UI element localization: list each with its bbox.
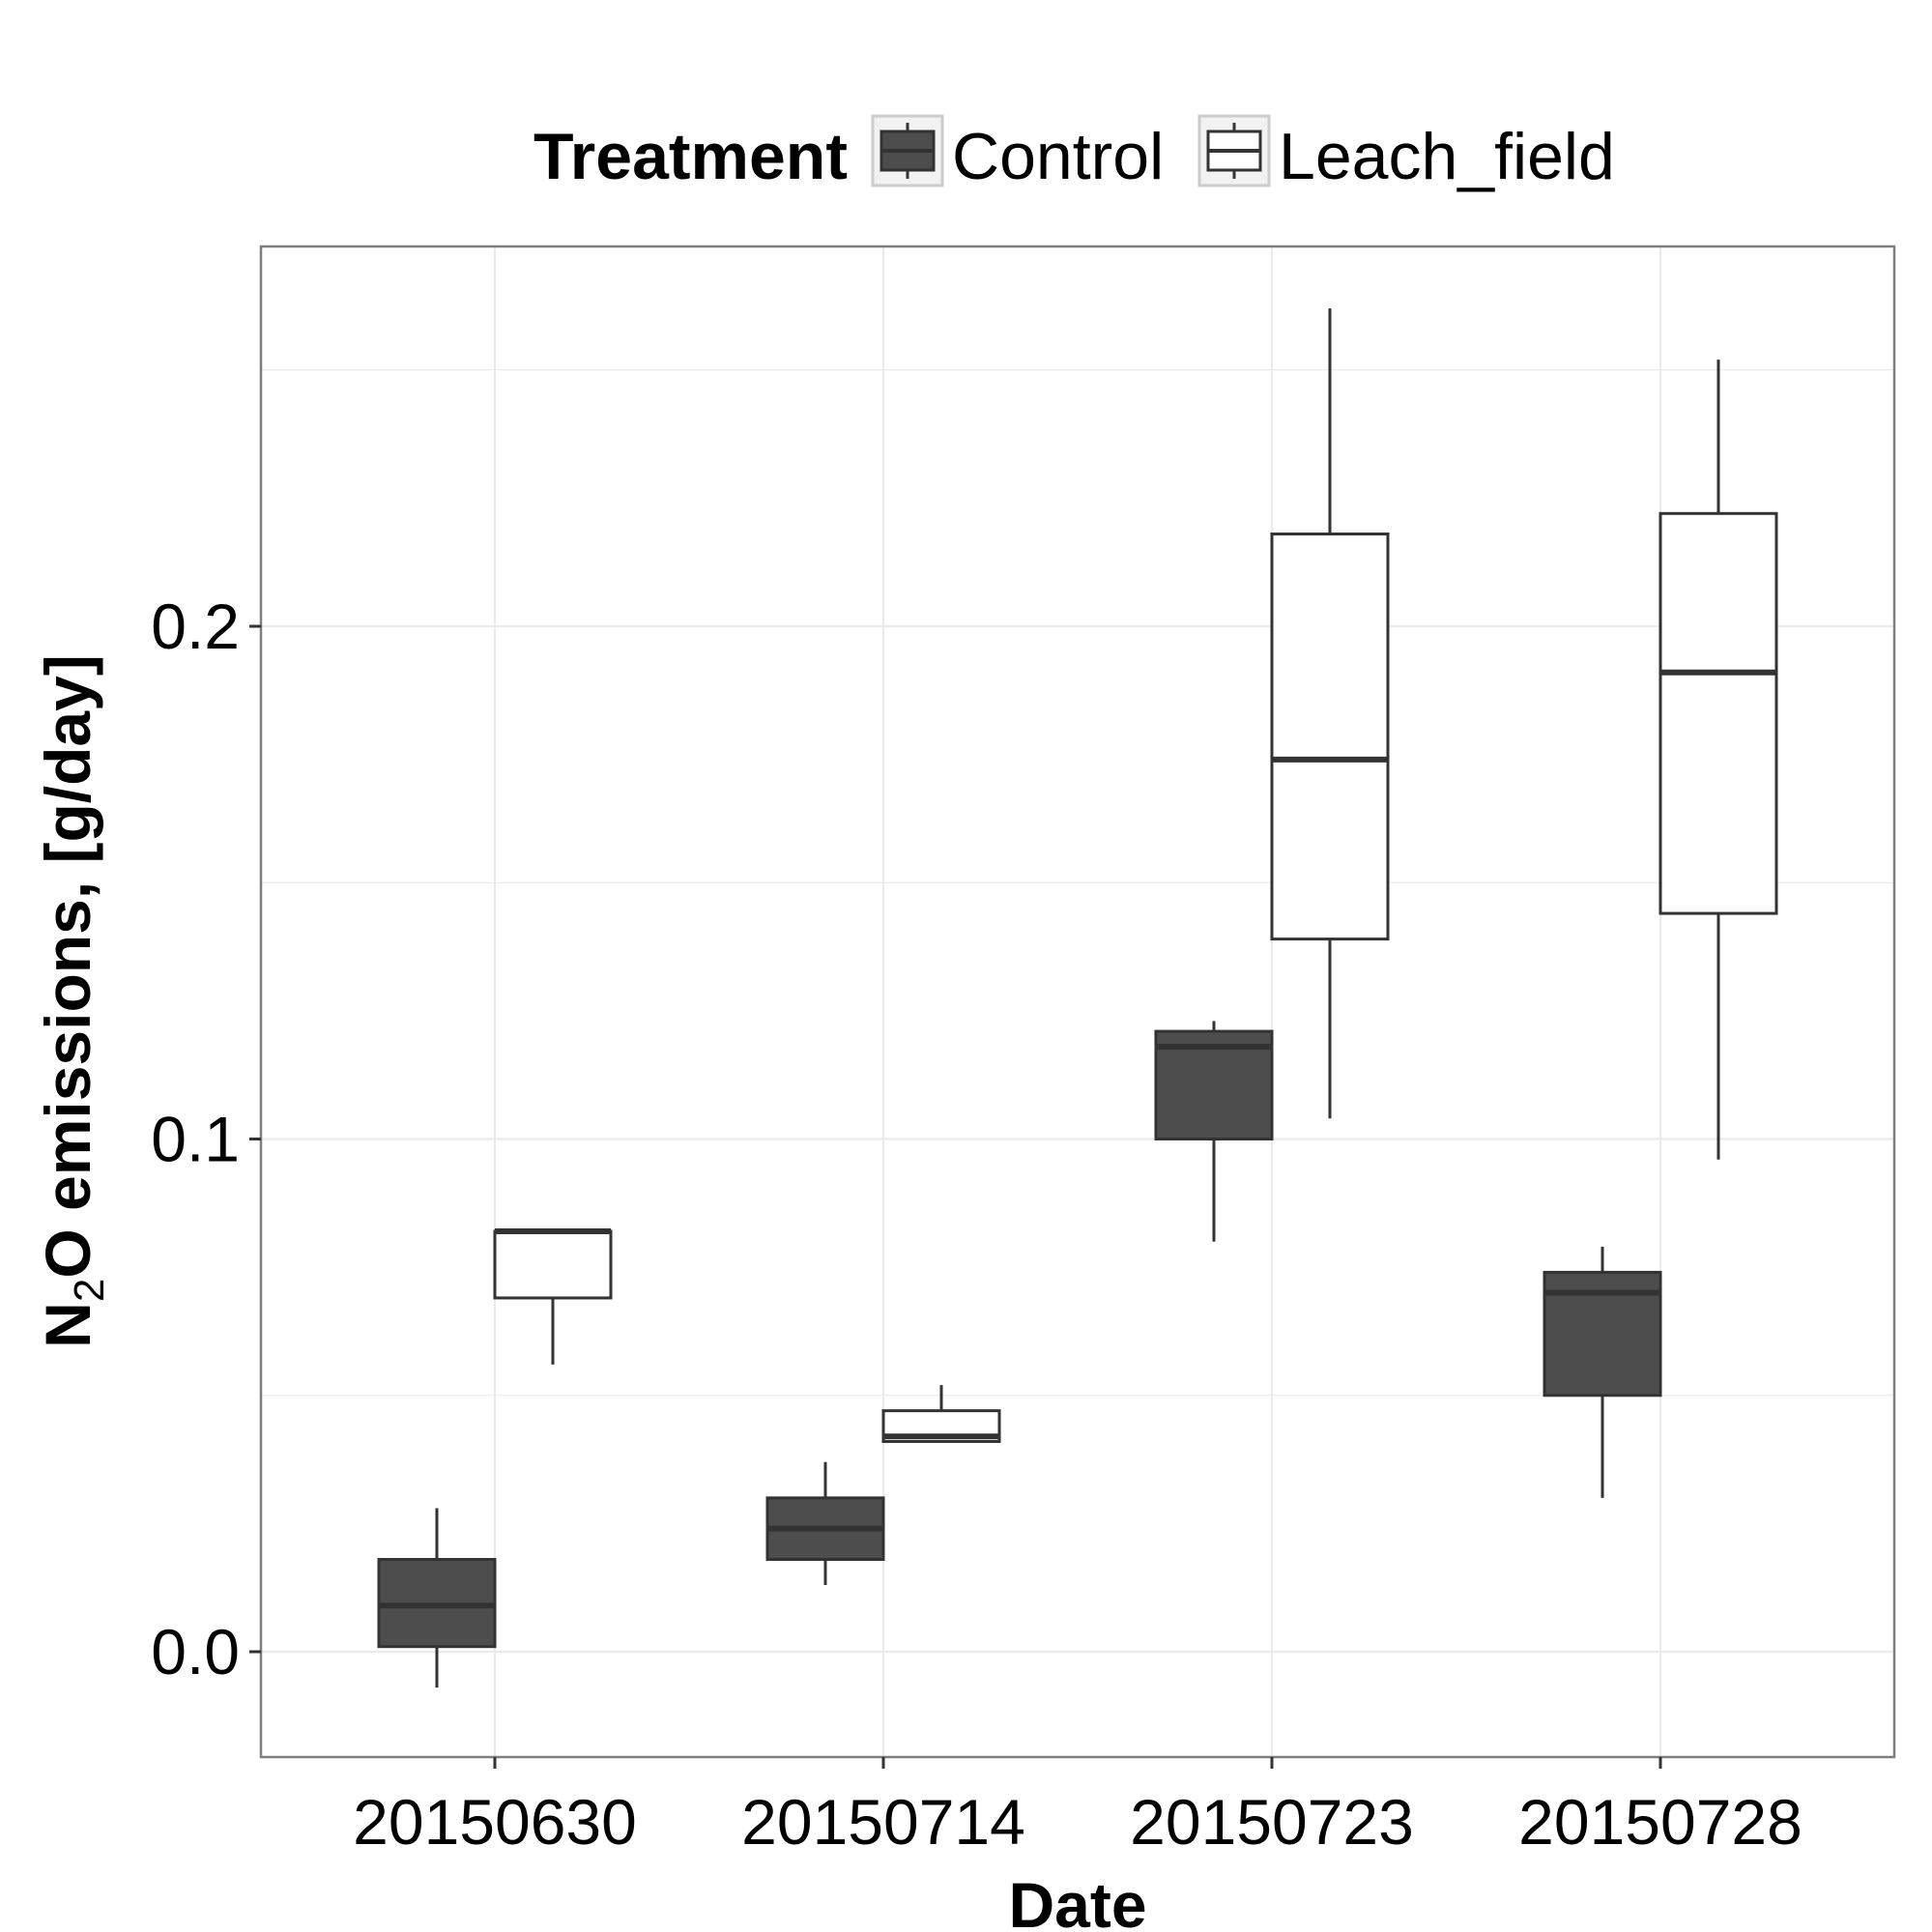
legend-label: Control xyxy=(952,120,1164,193)
box-control-20150728 xyxy=(1543,1246,1662,1498)
legend-item-control: Control xyxy=(871,114,1164,193)
legend: Treatment Control Leach_field xyxy=(533,114,1615,193)
legend-title: Treatment xyxy=(533,120,848,193)
y-axis-title: N2O emissions, [g/day] xyxy=(32,654,113,1348)
box-iqr xyxy=(1658,511,1778,915)
x-tick-label: 20150728 xyxy=(1518,1786,1802,1858)
box-control-20150723 xyxy=(1154,1021,1274,1242)
plot-panel xyxy=(261,246,1894,1757)
y-axis: 0.0 0.1 0.2 xyxy=(151,591,261,1687)
grid-lines xyxy=(261,246,1894,1757)
box-leach-field-20150728 xyxy=(1658,360,1778,1160)
box-leach-field-20150723 xyxy=(1270,308,1390,1119)
legend-label: Leach_field xyxy=(1279,120,1615,193)
y-tick-label: 0.1 xyxy=(151,1104,240,1175)
x-tick-label: 20150630 xyxy=(353,1786,637,1858)
x-axis: 20150630 20150714 20150723 20150728 xyxy=(353,1757,1802,1858)
legend-item-leach-field: Leach_field xyxy=(1197,114,1615,193)
x-axis-title: Date xyxy=(1008,1869,1146,1932)
box-leach-field-20150714 xyxy=(881,1385,1001,1443)
box-control-20150714 xyxy=(765,1461,885,1586)
y-axis-title-subscript: 2 xyxy=(66,1279,113,1302)
y-axis-title-part: O emissions, [g/day] xyxy=(32,654,103,1279)
y-tick-label: 0.2 xyxy=(151,591,240,662)
y-axis-title-part: N xyxy=(32,1302,103,1348)
box-series xyxy=(377,308,1778,1688)
x-tick-label: 20150723 xyxy=(1130,1786,1414,1858)
box-leach-field-20150630 xyxy=(493,1227,613,1365)
y-tick-label: 0.0 xyxy=(151,1616,240,1687)
x-tick-label: 20150714 xyxy=(741,1786,1025,1858)
box-control-20150630 xyxy=(377,1508,497,1688)
box-iqr xyxy=(493,1229,613,1300)
panel-border xyxy=(259,245,1896,1759)
box-iqr xyxy=(1270,533,1390,941)
